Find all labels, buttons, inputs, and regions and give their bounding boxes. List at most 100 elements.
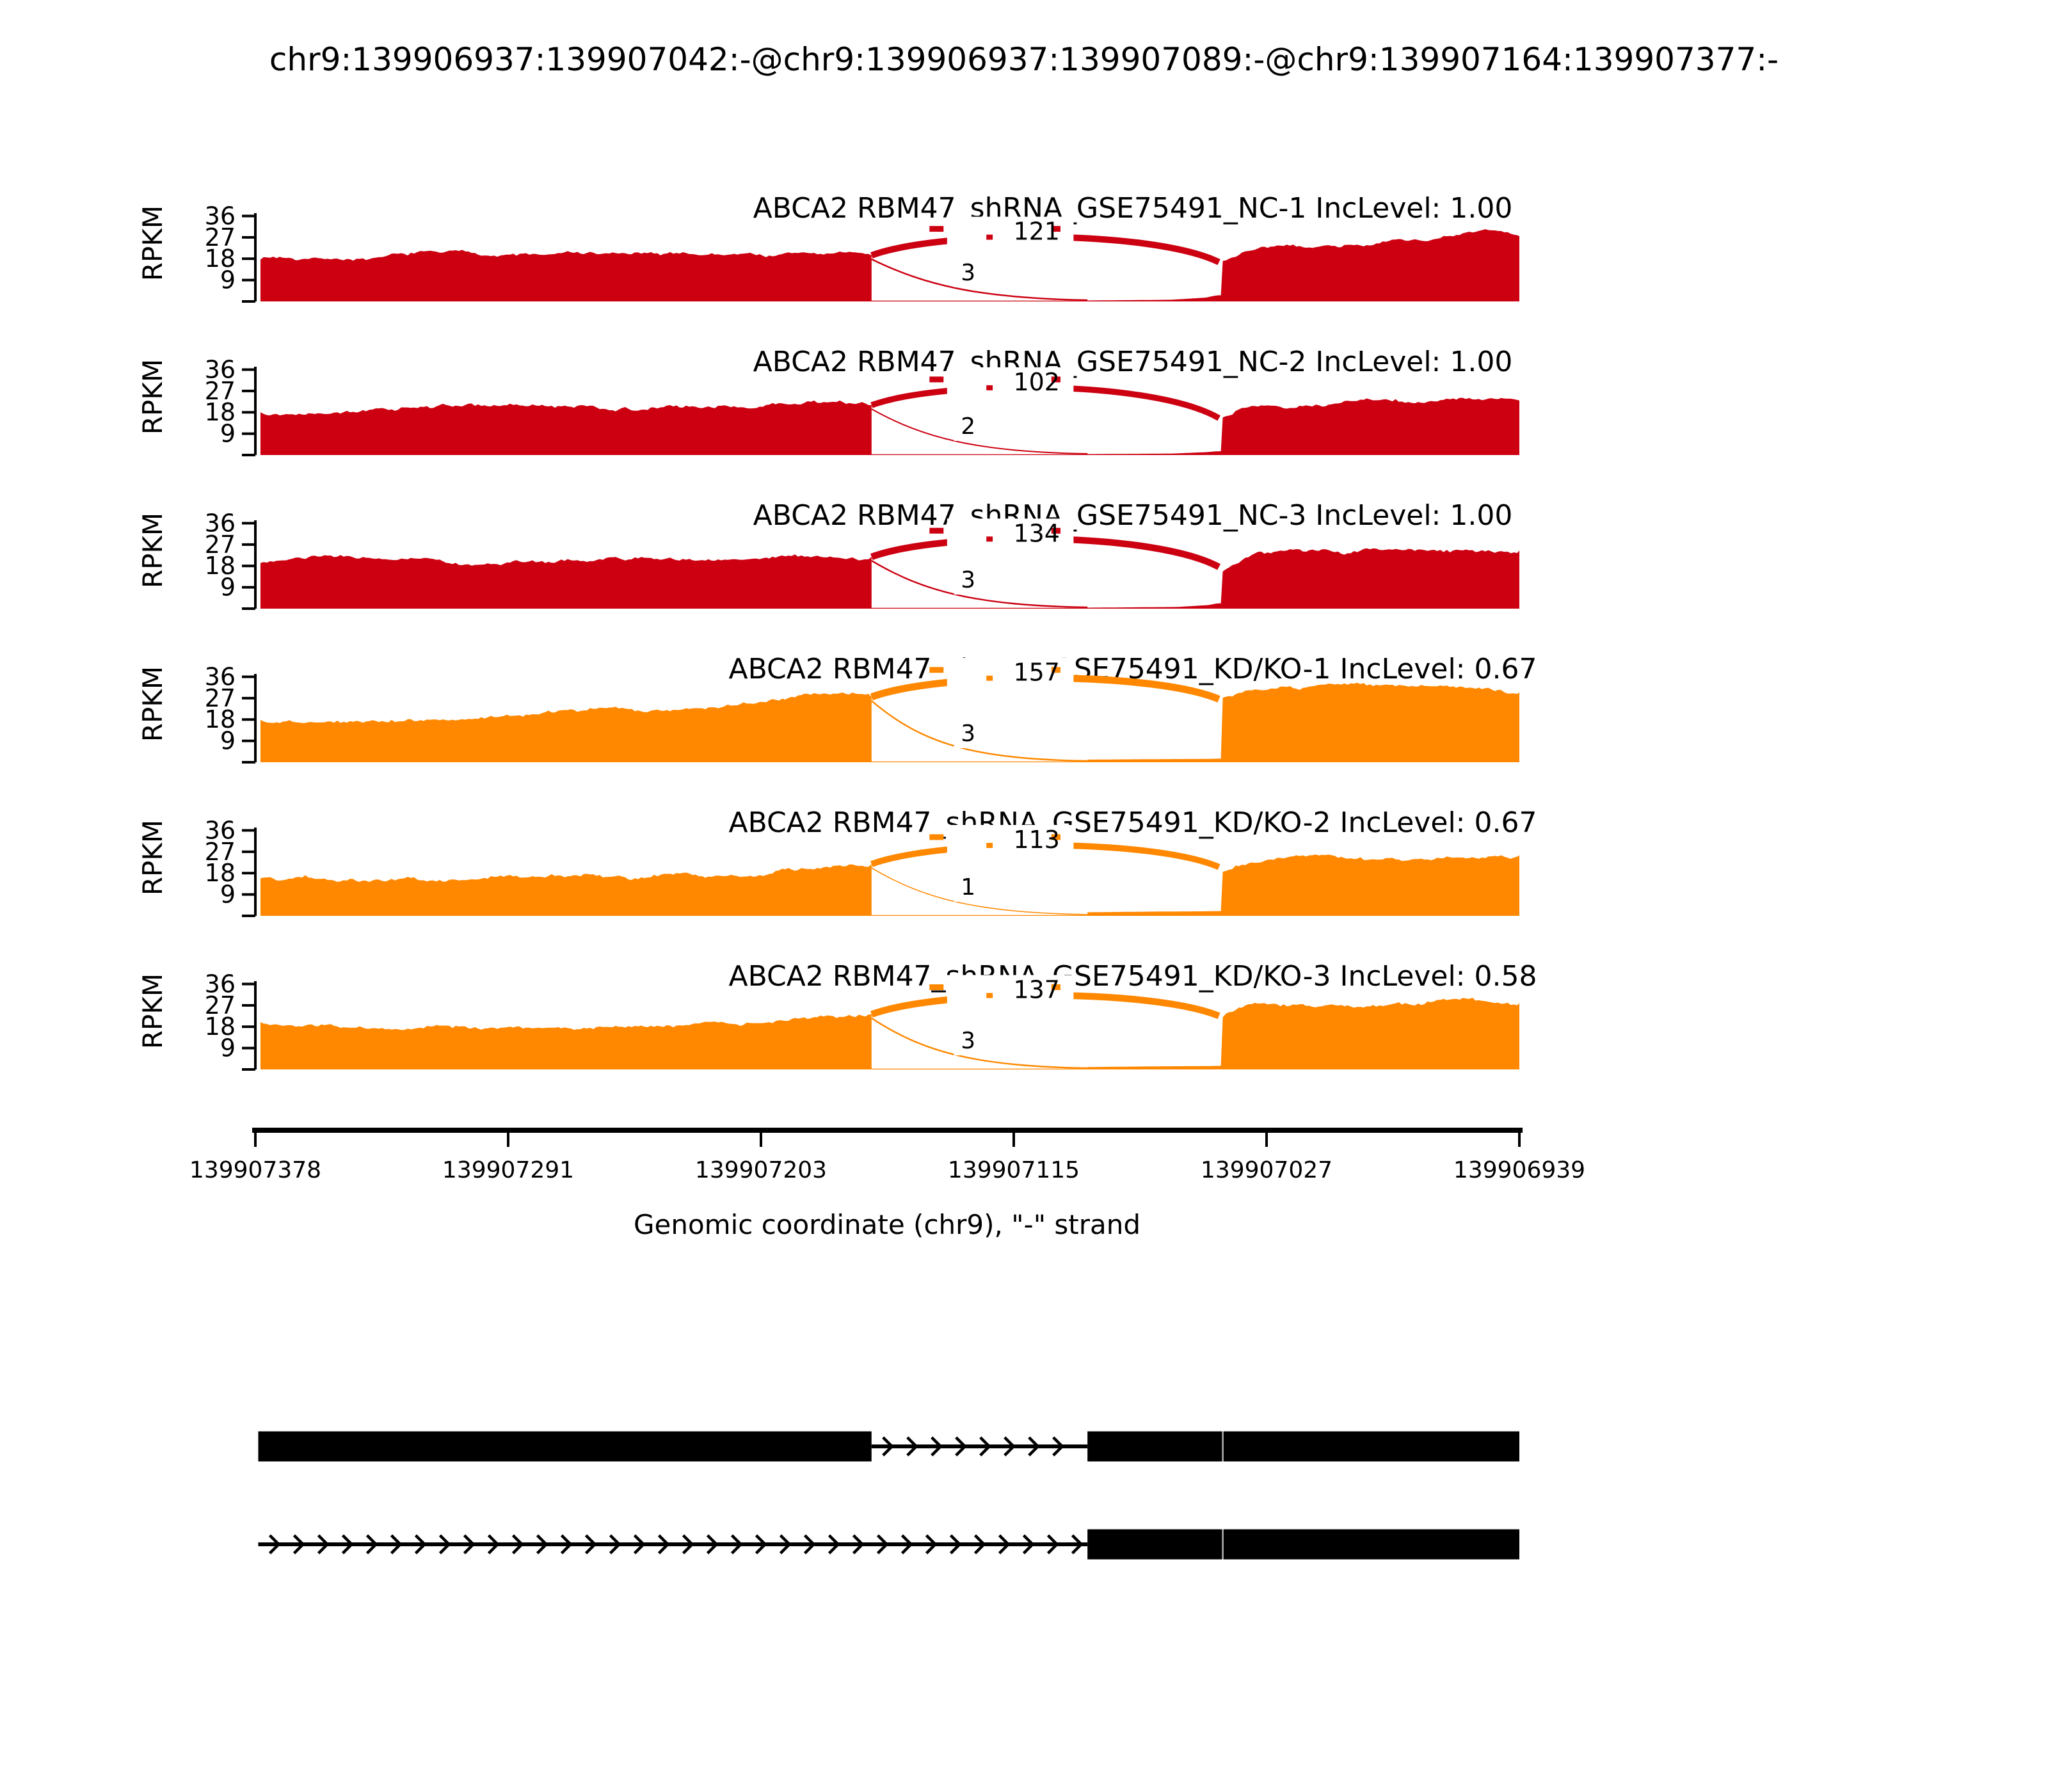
y-tick-label: 36	[205, 355, 236, 383]
strand-arrow-icon	[1028, 1436, 1040, 1457]
strand-arrow-icon	[998, 1534, 1011, 1555]
strand-arrow-icon	[1046, 1534, 1059, 1555]
transcript-isoform-long	[258, 1431, 1519, 1462]
junction-arc-minor	[871, 560, 1088, 609]
x-tick-label: 139907115	[948, 1157, 1080, 1183]
coverage-area	[260, 682, 1519, 762]
y-tick-label: 9	[220, 420, 236, 448]
y-tick-label: 27	[205, 838, 236, 866]
x-axis: 139907378 139907291 139907203 139907115 1399…	[189, 1128, 1585, 1183]
junction-read-count-major: 137	[1013, 975, 1060, 1004]
junction-label-mask-minor	[954, 1030, 984, 1055]
y-axis-label: RPKM	[137, 820, 168, 895]
strand-arrow-icon	[341, 1534, 354, 1555]
junction-label-mask	[947, 657, 1074, 689]
strand-arrow-icon	[292, 1534, 305, 1555]
junction-read-count-major: 121	[1013, 218, 1060, 246]
junction-label-mask-minor	[954, 569, 984, 595]
strand-arrow-icon	[1071, 1534, 1084, 1555]
y-tick-label: 9	[220, 727, 236, 755]
y-tick-label: 36	[205, 509, 236, 537]
junction-read-count-minor: 2	[961, 413, 975, 440]
junction-read-count-major: 102	[1013, 368, 1060, 396]
strand-arrow-icon	[414, 1534, 427, 1555]
strand-arrow-icon	[779, 1534, 792, 1555]
strand-arrow-icon	[925, 1534, 938, 1555]
strand-arrow-icon	[973, 1534, 986, 1555]
junction-arc-minor	[871, 408, 1088, 454]
junction-read-count-minor: 3	[961, 567, 975, 593]
y-tick-label: 18	[205, 398, 236, 426]
junction-read-count-minor: 1	[961, 874, 975, 900]
y-axis-label: RPKM	[137, 973, 168, 1049]
strand-arrow-icon	[609, 1534, 621, 1555]
junction-read-count-major: 134	[1013, 519, 1060, 547]
junction-label-mask	[947, 518, 1074, 550]
coverage-area	[260, 397, 1519, 455]
strand-arrow-icon	[657, 1534, 670, 1555]
track-title: ABCA2 RBM47_shRNA_GSE75491_NC-1 IncLevel…	[753, 192, 1513, 225]
x-axis-title: Genomic coordinate (chr9), "-" strand	[634, 1209, 1140, 1240]
strand-arrow-icon	[755, 1534, 767, 1555]
strand-arrow-icon	[882, 1436, 894, 1457]
coverage-area	[260, 229, 1519, 301]
junction-arc-minor	[871, 1017, 1088, 1069]
exon-box	[1087, 1431, 1519, 1462]
strand-arrow-icon	[317, 1534, 330, 1555]
strand-arrow-icon	[268, 1534, 281, 1555]
strand-arrow-icon	[511, 1534, 524, 1555]
junction-label-mask-minor	[954, 415, 984, 441]
strand-arrow-icon	[438, 1534, 451, 1555]
y-tick-label: 18	[205, 859, 236, 887]
strand-arrow-icon	[365, 1534, 378, 1555]
strand-arrow-icon	[803, 1534, 816, 1555]
y-tick-label: 27	[205, 223, 236, 252]
strand-arrow-icon	[682, 1534, 694, 1555]
junction-read-count-minor: 3	[961, 260, 975, 286]
strand-arrow-icon	[906, 1436, 918, 1457]
junction-arc-minor	[871, 258, 1088, 301]
strand-arrow-icon	[560, 1534, 573, 1555]
y-tick-label: 36	[205, 970, 236, 998]
y-tick-label: 18	[205, 552, 236, 580]
strand-arrow-icon	[876, 1534, 889, 1555]
y-tick-label: 18	[205, 244, 236, 273]
y-tick-label: 36	[205, 202, 236, 230]
junction-read-count-minor: 3	[961, 1028, 975, 1054]
x-tick-label: 139907203	[695, 1157, 827, 1183]
y-tick-label: 27	[205, 377, 236, 405]
strand-arrow-icon	[949, 1534, 962, 1555]
coverage-area	[260, 548, 1519, 609]
y-tick-label: 27	[205, 991, 236, 1020]
junction-arc-minor	[871, 867, 1088, 915]
junction-label-mask	[947, 216, 1074, 248]
y-axis-label: RPKM	[137, 666, 168, 742]
strand-arrow-icon	[900, 1534, 913, 1555]
strand-arrow-icon	[979, 1436, 991, 1457]
strand-arrow-icon	[931, 1436, 943, 1457]
transcript-isoform-short	[258, 1529, 1519, 1560]
y-tick-label: 18	[205, 1012, 236, 1041]
strand-arrow-icon	[536, 1534, 548, 1555]
track-title: ABCA2 RBM47_shRNA_GSE75491_KD/KO-2 IncLe…	[729, 806, 1537, 839]
strand-arrow-icon	[828, 1534, 840, 1555]
strand-arrow-icon	[955, 1436, 967, 1457]
junction-label-mask-minor	[954, 723, 984, 748]
coverage-area	[260, 854, 1519, 916]
y-tick-label: 9	[220, 266, 236, 294]
coverage-area	[260, 997, 1519, 1069]
strand-arrow-icon	[730, 1534, 743, 1555]
junction-read-count-minor: 3	[961, 721, 975, 747]
y-tick-label: 27	[205, 684, 236, 712]
track-title: ABCA2 RBM47_shRNA_GSE75491_NC-3 IncLevel…	[753, 499, 1513, 532]
junction-read-count-major: 157	[1013, 659, 1060, 687]
y-tick-label: 27	[205, 531, 236, 559]
track-title: ABCA2 RBM47_shRNA_GSE75491_KD/KO-3 IncLe…	[729, 960, 1537, 993]
x-tick-label: 139907291	[442, 1157, 574, 1183]
